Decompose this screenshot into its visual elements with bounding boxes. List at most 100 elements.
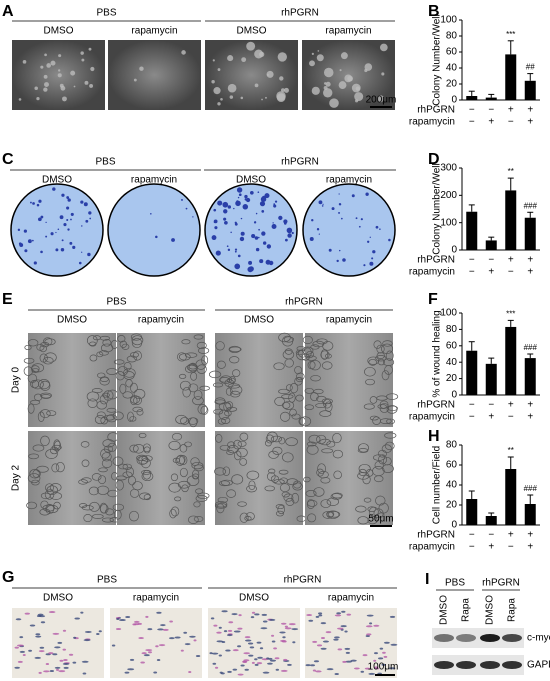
cell [78, 479, 88, 485]
cell [315, 403, 327, 409]
colony [80, 51, 84, 55]
cell [223, 401, 232, 413]
treatment-sign: + [488, 267, 494, 278]
cell [84, 630, 92, 633]
y-tick-label: 20 [446, 500, 458, 511]
treatment-sign: − [469, 267, 475, 278]
colony [379, 228, 381, 230]
cell [49, 669, 55, 672]
cell [105, 508, 115, 516]
y-axis-label: Colony Number/Well [432, 163, 443, 255]
cell [315, 670, 322, 673]
cell [381, 343, 394, 355]
colony [44, 53, 47, 57]
cell [282, 350, 295, 360]
cell [369, 415, 379, 421]
cell [377, 404, 387, 409]
treatment-sign: + [488, 542, 494, 553]
cell [228, 621, 234, 624]
colony [66, 206, 70, 210]
bar [524, 80, 536, 100]
cell [225, 401, 234, 410]
cell [29, 468, 41, 479]
colony [87, 252, 91, 257]
colony [73, 85, 76, 88]
colony [29, 201, 32, 204]
cell [127, 668, 135, 671]
cell [226, 450, 235, 455]
cell [45, 483, 54, 492]
colony [63, 223, 67, 227]
cell [100, 448, 111, 459]
cell [374, 652, 378, 655]
treatment-sign: − [469, 105, 475, 116]
cell [276, 510, 285, 517]
error-bar [527, 73, 534, 81]
cell [332, 449, 344, 459]
cell [33, 393, 43, 401]
cell [40, 342, 50, 348]
cell [145, 649, 153, 652]
cell [322, 511, 334, 519]
treatment-label: DMSO [42, 175, 72, 186]
panel-letter: E [2, 291, 13, 308]
cell [291, 628, 299, 631]
cell [55, 461, 65, 473]
cell [223, 630, 228, 633]
colony [240, 96, 244, 100]
bar [485, 97, 497, 100]
colony [317, 50, 320, 52]
colony [291, 231, 294, 235]
y-tick-label: 0 [451, 95, 457, 106]
cell [319, 438, 331, 446]
y-tick-label: 0 [451, 390, 457, 401]
colony [80, 200, 84, 204]
cell [40, 394, 52, 399]
cell [246, 470, 260, 480]
treatment-label: DMSO [244, 315, 274, 326]
cell [266, 662, 273, 665]
colony [250, 190, 254, 195]
cell [379, 647, 384, 650]
cell [22, 653, 26, 656]
cell [373, 624, 380, 627]
colony [224, 220, 228, 225]
colony [211, 80, 215, 84]
group-label: rhPGRN [281, 8, 319, 19]
cell [383, 641, 390, 644]
bar [466, 96, 478, 100]
colony [213, 208, 217, 212]
cell [99, 376, 110, 386]
cell [133, 350, 142, 361]
colony [259, 259, 264, 264]
colony [311, 52, 314, 56]
cell [237, 673, 244, 676]
group-label: rhPGRN [281, 157, 319, 168]
cell [382, 464, 394, 474]
colony [46, 63, 51, 68]
colony [67, 228, 70, 231]
cell [285, 437, 298, 447]
cell [97, 372, 106, 379]
cell [218, 626, 222, 629]
lane-label: DMSO [485, 595, 496, 625]
colony [150, 213, 152, 215]
panel-letter: B [428, 3, 440, 20]
colony [351, 194, 355, 198]
cell [227, 670, 232, 673]
cell [364, 667, 371, 670]
cell [309, 359, 321, 371]
cell [306, 499, 315, 509]
cell [27, 473, 41, 484]
cell [43, 670, 50, 673]
colony [273, 203, 276, 206]
cell [291, 413, 301, 420]
treatment-sign: − [469, 530, 475, 541]
cell [195, 655, 201, 658]
colony [365, 192, 369, 196]
cell [326, 668, 334, 671]
cell [221, 416, 231, 424]
colony [55, 231, 57, 234]
cell [193, 464, 204, 472]
significance: ** [508, 167, 514, 176]
